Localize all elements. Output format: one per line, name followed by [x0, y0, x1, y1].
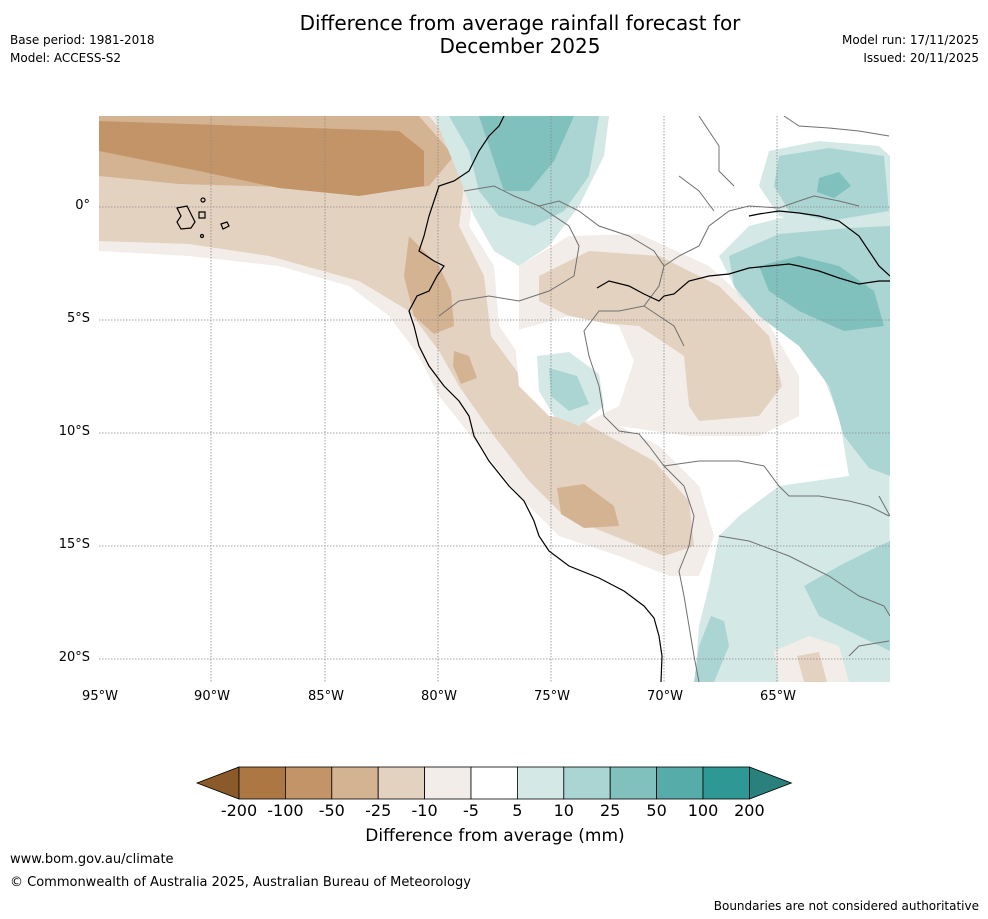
dry-region-mid [99, 116, 694, 556]
colorbar-segment [516, 766, 565, 800]
title-line-1: Difference from average rainfall forecas… [299, 11, 741, 35]
colorbar [195, 766, 793, 800]
lat-label-10s: 10°S [58, 424, 90, 439]
colorbar-segment [656, 766, 704, 800]
lon-label-80w: 80°W [421, 689, 457, 704]
lon-label-75w: 75°W [534, 689, 570, 704]
dry-region-core [99, 121, 424, 196]
colorbar-tick-label: 25 [600, 801, 621, 820]
colorbar-title: Difference from average (mm) [365, 826, 625, 846]
colorbar-segment [470, 766, 518, 800]
colorbar-extend-high [749, 766, 793, 800]
model-run-date: Model run: 17/11/2025 [841, 33, 979, 47]
colorbar-extend-low [195, 766, 240, 800]
colorbar-tick-label: 10 [553, 801, 574, 820]
galapagos-islands [176, 197, 230, 239]
wet-region-northeast-core [817, 172, 851, 198]
country-borders [438, 116, 890, 682]
colorbar-tick-label: -100 [267, 801, 304, 820]
colorbar-segment [424, 766, 472, 800]
dry-region-coast-1 [404, 236, 454, 334]
website-link[interactable]: www.bom.gov.au/climate [10, 852, 174, 867]
dry-region-coast-2 [453, 351, 477, 384]
model-name: Model: ACCESS-S2 [10, 51, 122, 65]
colorbar-segment [563, 766, 611, 800]
lon-label-90w: 90°W [194, 689, 230, 704]
lat-label-0: 0° [75, 198, 90, 213]
colorbar-segment [377, 766, 425, 800]
dry-region-south [557, 484, 619, 528]
lat-label-20s: 20°S [58, 650, 90, 665]
colorbar-segment [285, 766, 333, 800]
lat-label-5s: 5°S [66, 311, 90, 326]
colorbar-tick-label: 100 [687, 801, 719, 820]
lon-label-85w: 85°W [308, 689, 344, 704]
lat-label-15s: 15°S [58, 537, 90, 552]
wet-region-east-core [759, 256, 884, 331]
dry-region-southeast-core [797, 652, 827, 682]
colorbar-tick-label: 5 [512, 801, 523, 820]
boundaries-disclaimer: Boundaries are not considered authoritat… [713, 899, 979, 913]
title-line-2: December 2025 [439, 34, 601, 58]
colorbar-segment [331, 766, 379, 800]
graticule [99, 116, 890, 682]
colorbar-segment [702, 766, 750, 800]
page-title: Difference from average rainfall forecas… [200, 12, 840, 58]
colorbar-segment [609, 766, 658, 800]
colorbar-tick-label: -25 [365, 801, 392, 820]
colorbar-tick-label: 200 [734, 801, 765, 820]
wet-region-south [694, 616, 729, 682]
colorbar-tick-label: 50 [646, 801, 667, 820]
lon-label-65w: 65°W [760, 689, 796, 704]
copyright-notice: © Commonwealth of Australia 2025, Austra… [10, 875, 471, 890]
colorbar-tick-label: -200 [220, 801, 258, 820]
base-period: Base period: 1981-2018 [10, 33, 155, 47]
coastline [408, 116, 890, 682]
colorbar-tick-label: -10 [411, 801, 438, 820]
lon-label-70w: 70°W [647, 689, 683, 704]
dry-region-east [539, 251, 782, 421]
wet-region-north-core [479, 116, 574, 191]
colorbar-tick-label: -5 [463, 801, 479, 820]
issued-date: Issued: 20/11/2025 [863, 51, 979, 65]
wet-pocket [549, 368, 589, 411]
colorbar-tick-label: -50 [318, 801, 345, 820]
lon-label-95w: 95°W [82, 689, 118, 704]
rainfall-anomaly-map [99, 116, 890, 682]
colorbar-segment [238, 766, 286, 800]
wet-region-southeast [804, 541, 890, 651]
